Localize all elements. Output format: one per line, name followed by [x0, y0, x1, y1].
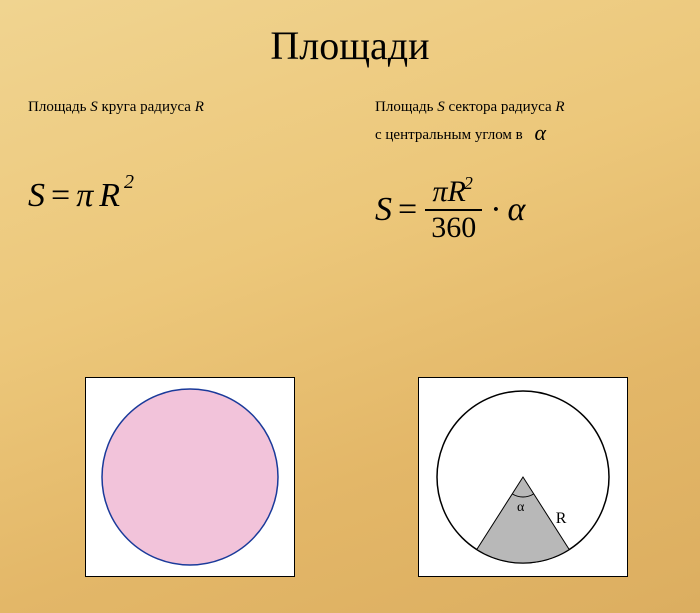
sector-area-formula: S = πR2 360 · α: [375, 175, 672, 245]
var-S: S: [28, 177, 45, 215]
filled-circle: [102, 389, 278, 565]
equals: =: [51, 177, 70, 215]
text: круга радиуса: [98, 99, 195, 115]
page-title: Площади: [0, 0, 700, 69]
numerator: πR2: [427, 175, 481, 209]
text: Площадь: [375, 99, 437, 115]
radius-label: R: [556, 510, 567, 527]
equals: =: [398, 191, 417, 229]
var-R: R: [555, 99, 564, 115]
pi: π: [433, 175, 448, 208]
text: Площадь: [28, 99, 90, 115]
exponent: 2: [464, 173, 473, 193]
var-R: R: [99, 177, 120, 215]
text: сектора радиуса: [445, 99, 556, 115]
circle-area-formula: S = πR2: [28, 177, 325, 215]
alpha-label: α: [517, 500, 525, 515]
var-alpha: α: [535, 120, 547, 145]
var-S: S: [375, 191, 392, 229]
denominator: 360: [425, 211, 482, 245]
dot: ·: [490, 191, 501, 229]
sector-area-description: Площадь S сектора радиуса R с центральны…: [375, 97, 672, 147]
sector-figure: α R: [418, 377, 628, 577]
var-S: S: [90, 99, 98, 115]
sector-svg: α R: [423, 382, 623, 572]
text: с центральным углом в: [375, 127, 523, 143]
circle-figure: [85, 377, 295, 577]
var-alpha: α: [508, 191, 526, 229]
fraction: πR2 360: [425, 175, 482, 245]
exponent: 2: [124, 171, 134, 194]
var-S: S: [437, 99, 445, 115]
left-column: Площадь S круга радиуса R S = πR2: [28, 97, 345, 245]
right-column: Площадь S сектора радиуса R с центральны…: [345, 97, 672, 245]
var-R: R: [195, 99, 204, 115]
pi: π: [76, 177, 93, 215]
circle-svg: [90, 382, 290, 572]
content-columns: Площадь S круга радиуса R S = πR2 Площад…: [0, 97, 700, 245]
circle-area-description: Площадь S круга радиуса R: [28, 97, 325, 117]
